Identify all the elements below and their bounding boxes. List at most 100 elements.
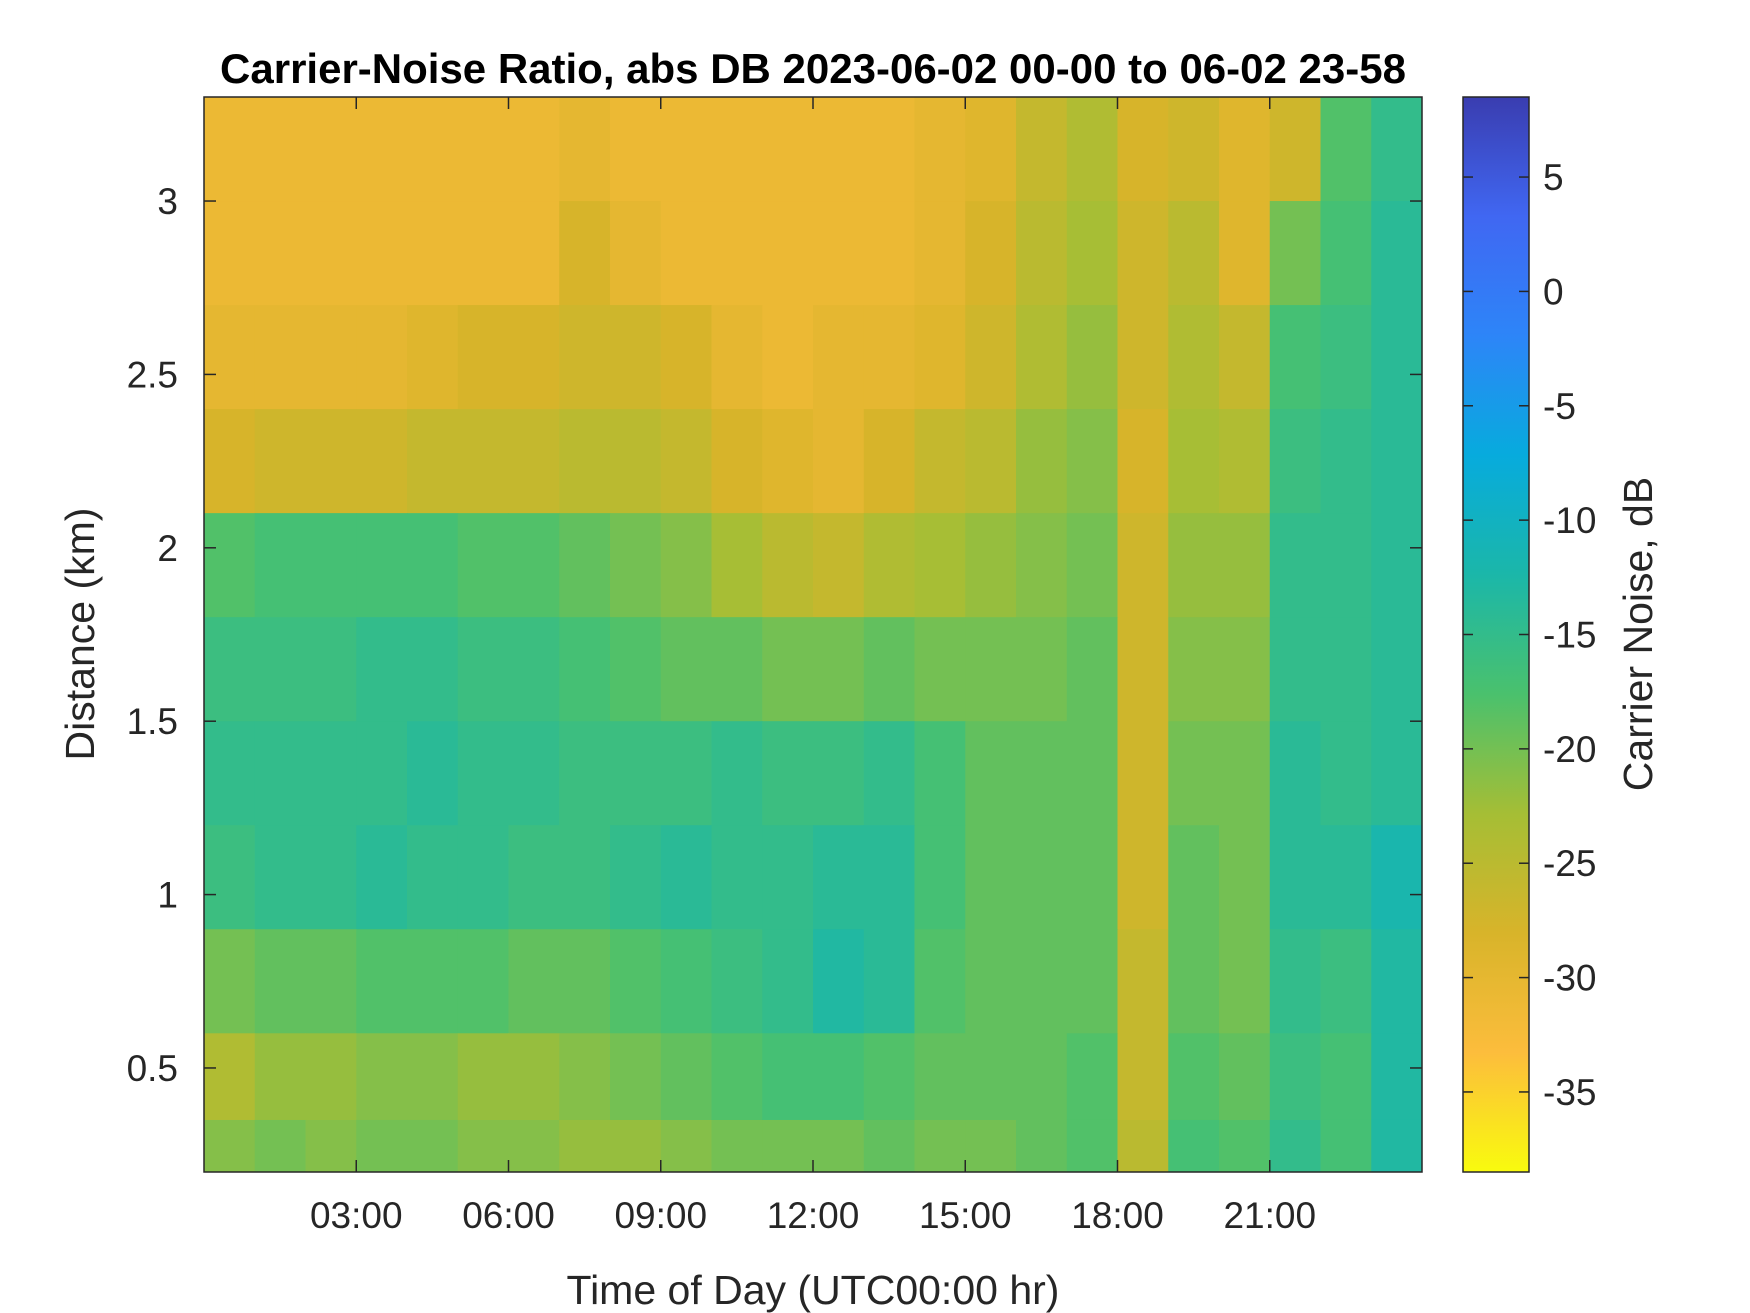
heatmap-cell [965, 97, 1017, 202]
heatmap-cell [204, 929, 256, 1034]
heatmap-cell [204, 1033, 256, 1121]
heatmap-cell [1219, 617, 1271, 722]
chart-title: Carrier-Noise Ratio, abs DB 2023-06-02 0… [220, 45, 1406, 92]
heatmap-cell [1066, 97, 1119, 202]
heatmap-cell [1320, 513, 1372, 618]
heatmap-cell [711, 721, 763, 826]
heatmap-cell [863, 1033, 916, 1121]
heatmap-cell [1168, 825, 1220, 930]
colorbar-tick-label: -30 [1543, 958, 1596, 999]
heatmap-cell [1117, 929, 1169, 1034]
heatmap-cell [1371, 513, 1422, 618]
colorbar-tick-label: -35 [1543, 1072, 1596, 1113]
heatmap-cell [457, 1119, 510, 1172]
heatmap-cell [1168, 929, 1220, 1034]
heatmap-cell [305, 1119, 357, 1172]
heatmap-cell [559, 201, 611, 306]
heatmap-cell [407, 1033, 459, 1121]
heatmap-cells [204, 97, 1422, 1172]
heatmap-cell [1168, 1033, 1220, 1121]
heatmap-cell [610, 825, 662, 930]
heatmap-cell [813, 1033, 865, 1121]
colorbar-tick-label: -15 [1543, 615, 1596, 656]
heatmap-cell [660, 1033, 713, 1121]
heatmap-cell [508, 1119, 560, 1172]
heatmap-cell [863, 305, 916, 410]
heatmap-cell [457, 1033, 510, 1121]
heatmap-cell [1117, 825, 1169, 930]
heatmap-cell [1117, 201, 1169, 306]
heatmap-cell [1168, 97, 1220, 202]
heatmap-cell [1269, 617, 1322, 722]
heatmap-cell [965, 305, 1017, 410]
heatmap-cell [762, 97, 814, 202]
heatmap-cell [508, 409, 560, 514]
heatmap-cell [508, 1033, 560, 1121]
heatmap-cell [204, 617, 256, 722]
heatmap-cell [863, 201, 916, 306]
heatmap-cell [914, 1119, 966, 1172]
heatmap-cell [407, 409, 459, 514]
heatmap-cell [1117, 409, 1169, 514]
heatmap-cell [1219, 513, 1271, 618]
heatmap-cell [1371, 201, 1422, 306]
heatmap-cell [1016, 825, 1068, 930]
heatmap-cell [1371, 617, 1422, 722]
heatmap-cell [1269, 305, 1322, 410]
heatmap-cell [965, 721, 1017, 826]
x-tick-label: 15:00 [919, 1195, 1012, 1236]
heatmap-cell [711, 1119, 763, 1172]
heatmap-cell [813, 617, 865, 722]
heatmap-cell [711, 513, 763, 618]
heatmap-cell [457, 825, 510, 930]
colorbar-tick-label: -20 [1543, 729, 1596, 770]
heatmap-cell [559, 825, 611, 930]
heatmap-cell [508, 617, 560, 722]
heatmap-cell [813, 825, 865, 930]
heatmap-cell [254, 1033, 307, 1121]
colorbar-tick-label: 5 [1543, 157, 1564, 198]
heatmap-cell [762, 929, 814, 1034]
heatmap-cell [1269, 409, 1322, 514]
heatmap-cell [914, 409, 966, 514]
heatmap-cell [254, 929, 307, 1034]
heatmap-cell [813, 201, 865, 306]
heatmap-cell [1269, 1033, 1322, 1121]
heatmap-cell [356, 1119, 408, 1172]
heatmap-cell [660, 1119, 713, 1172]
heatmap-cell [863, 513, 916, 618]
heatmap-cell [457, 929, 510, 1034]
heatmap-cell [1219, 1033, 1271, 1121]
heatmap-cell [610, 617, 662, 722]
heatmap-cell [863, 617, 916, 722]
heatmap-cell [1269, 721, 1322, 826]
colorbar: 5 0 -5 -10 -15 -20 -25 -30 -35 [1462, 96, 1596, 1173]
heatmap-cell [711, 617, 763, 722]
heatmap-cell [813, 1119, 865, 1172]
heatmap-cell [863, 1119, 916, 1172]
heatmap-cell [965, 513, 1017, 618]
heatmap-cell [356, 97, 408, 202]
heatmap-cell [1168, 617, 1220, 722]
heatmap-cell [914, 305, 966, 410]
heatmap-cell [254, 201, 307, 306]
heatmap-cell [457, 409, 510, 514]
heatmap-cell [356, 513, 408, 618]
heatmap-cell [813, 721, 865, 826]
colorbar-tick-label: -25 [1543, 843, 1596, 884]
heatmap-cell [711, 305, 763, 410]
heatmap-cell [254, 1119, 307, 1172]
heatmap-cell [305, 617, 357, 722]
heatmap-cell [457, 305, 510, 410]
heatmap-cell [1219, 1119, 1271, 1172]
heatmap-cell [813, 97, 865, 202]
heatmap-cell [914, 1033, 966, 1121]
heatmap-cell [863, 825, 916, 930]
heatmap-cell [1371, 825, 1422, 930]
heatmap-cell [508, 305, 560, 410]
heatmap-cell [204, 513, 256, 618]
heatmap-cell [356, 1033, 408, 1121]
heatmap-cell [1016, 305, 1068, 410]
heatmap-cell [863, 97, 916, 202]
